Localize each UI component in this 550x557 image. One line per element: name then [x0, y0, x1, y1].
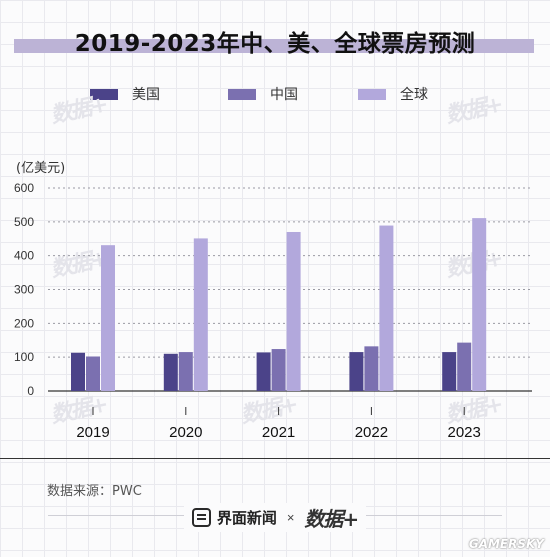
bar-global-2020 — [193, 238, 208, 391]
y-tick-label: 500 — [14, 215, 34, 229]
bar-usa-2021 — [256, 352, 271, 391]
news-brand-icon — [191, 507, 211, 527]
footer-credits: 界面新闻 × 数据+ — [183, 502, 367, 532]
bar-china-2020 — [178, 352, 193, 391]
x-tick-labels: 2019 2020 2021 2022 2023 — [76, 407, 481, 441]
bar-usa-2022 — [349, 352, 364, 391]
source-note: 数据来源：PWC — [47, 484, 142, 499]
legend-swatch-usa — [90, 88, 118, 100]
bar-global-2021 — [286, 231, 301, 391]
legend-item-china: 中国 — [228, 86, 298, 103]
y-axis-unit-label: (亿美元) — [16, 161, 66, 176]
x-tick-label: 2021 — [262, 424, 295, 441]
y-tick-label: 200 — [14, 316, 34, 330]
bar-china-2023 — [457, 342, 472, 391]
y-tick-label: 0 — [27, 384, 34, 398]
collab-times-sign: × — [286, 509, 295, 525]
x-tick-label: 2019 — [76, 424, 109, 441]
legend-label-global: 全球 — [400, 87, 428, 103]
y-tick-label: 400 — [14, 249, 34, 263]
bar-china-2022 — [364, 346, 379, 391]
bar-global-2023 — [472, 218, 487, 391]
bar-usa-2020 — [163, 353, 178, 391]
legend-swatch-china — [228, 88, 256, 100]
x-tick-label: 2022 — [355, 424, 388, 441]
legend-label-usa: 美国 — [132, 87, 160, 103]
bar-china-2021 — [271, 349, 286, 391]
bar-global-2022 — [379, 225, 394, 391]
bottom-rule — [0, 458, 550, 459]
legend-item-usa: 美国 — [90, 86, 160, 103]
y-tick-label: 100 — [14, 350, 34, 364]
bar-chart: 0 100 200 300 400 500 600 2019 2020 2021 2022 2023 — [14, 181, 532, 441]
legend-item-global: 全球 — [358, 86, 428, 103]
brand-name: 界面新闻 — [216, 508, 277, 527]
chart-title: 2019-2023年中、美、全球票房预测 — [74, 31, 476, 57]
bar-global-2019 — [101, 245, 115, 391]
title-band — [14, 39, 534, 53]
y-tick-label: 300 — [14, 283, 34, 297]
data-plus-logo: 数据+ — [304, 506, 359, 531]
legend-label-china: 中国 — [270, 87, 298, 103]
bar-china-2019 — [86, 356, 100, 391]
x-tick-label: 2020 — [169, 424, 202, 441]
bars — [71, 218, 487, 391]
corner-watermark: GAMERSKY — [468, 537, 544, 551]
x-tick-label: 2023 — [448, 424, 481, 441]
y-tick-labels: 0 100 200 300 400 500 600 — [14, 181, 34, 398]
y-tick-label: 600 — [14, 181, 34, 195]
bar-usa-2019 — [71, 352, 85, 391]
bar-usa-2023 — [442, 352, 457, 391]
footer: 界面新闻 × 数据+ — [0, 502, 550, 532]
legend-swatch-global — [358, 88, 386, 100]
